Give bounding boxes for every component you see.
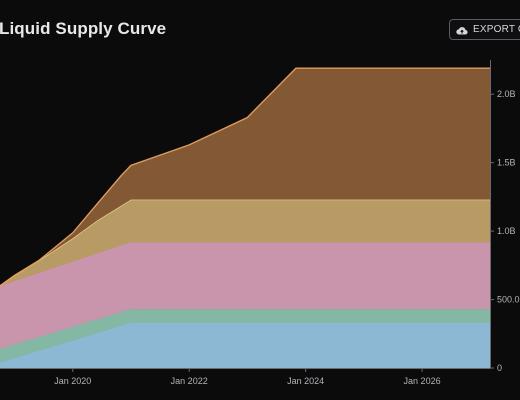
y-tick-label: 0 <box>497 363 502 373</box>
area-series-1 <box>0 309 490 363</box>
page-title: Liquid Supply Curve <box>0 19 167 38</box>
area-series-3 <box>0 199 490 286</box>
x-axis: Jan 2020 Jan 2022 Jan 2024 Jan 2026 <box>0 368 491 386</box>
export-csv-button[interactable]: EXPORT CSV <box>449 19 520 40</box>
y-tick-label: 500.0M <box>497 295 520 305</box>
area-edge-4 <box>0 67 490 287</box>
area-series-0 <box>0 322 490 368</box>
y-tick-label: 1.5B <box>497 158 516 168</box>
x-tick-label: Jan 2022 <box>171 376 208 386</box>
x-tick-label: Jan 2026 <box>404 376 441 386</box>
x-tick-label: Jan 2024 <box>287 376 324 386</box>
area-layers <box>0 67 490 368</box>
area-series-2 <box>0 242 490 349</box>
y-tick-label: 2.0B <box>497 89 516 99</box>
export-csv-label: EXPORT CSV <box>473 24 520 35</box>
x-tick-label: Jan 2020 <box>54 376 91 386</box>
cloud-upload-icon <box>456 25 468 35</box>
area-series-4 <box>0 68 490 286</box>
y-axis: 0 500.0M 1.0B 1.5B 2.0B <box>490 60 520 373</box>
y-tick-label: 1.0B <box>497 226 516 236</box>
